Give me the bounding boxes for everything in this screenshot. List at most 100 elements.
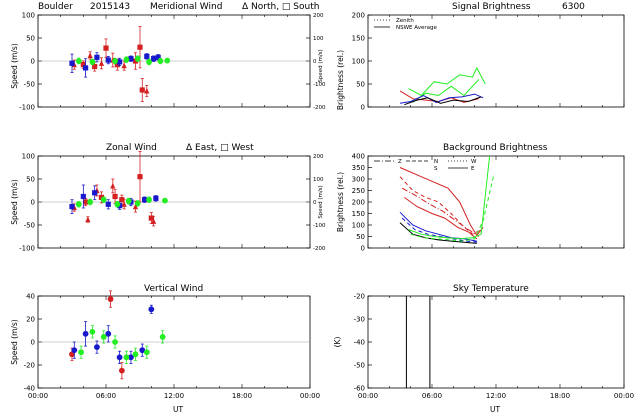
vertical-point (100, 333, 107, 340)
meridional-point (75, 58, 82, 64)
zonal-point (83, 199, 89, 205)
sky-xtick-label: 06:00 (422, 392, 442, 400)
meridional-point (80, 62, 86, 68)
background-ytick-label: 200 (352, 199, 365, 207)
meridional-point (164, 57, 171, 64)
zonal-point (146, 196, 152, 203)
meridional-point (144, 53, 150, 59)
sky-ytick-label: -20 (354, 293, 365, 301)
background-line (410, 174, 495, 242)
vertical-point (139, 347, 146, 354)
sky-title: Sky Temperature (453, 284, 529, 294)
background-legend-w: W (471, 159, 477, 165)
meridional-ytick-right-label: -100 (313, 82, 326, 88)
vertical-point (143, 349, 150, 356)
meridional-point (137, 44, 143, 50)
vertical-ytick-label: -40 (24, 385, 35, 393)
zonal-point (134, 200, 141, 207)
background-ytick-label: 0 (361, 245, 365, 253)
sky-xtick-label: 00:00 (614, 392, 634, 400)
vertical-xtick-label: 18:00 (232, 392, 252, 400)
meridional-point (157, 58, 164, 64)
zonal-point (98, 194, 105, 200)
zonal-ytick-right-label: -100 (313, 223, 326, 229)
background-legend-n: N (434, 159, 438, 165)
zonal-point (105, 201, 111, 207)
zonal-series-green (75, 196, 168, 208)
vertical-point (132, 351, 139, 358)
zonal-point (141, 197, 148, 203)
meridional-point (144, 87, 150, 94)
meridional-point (155, 54, 161, 60)
sky-ytick-label: -40 (354, 339, 365, 347)
zonal-point (125, 198, 132, 204)
zonal-point (110, 182, 116, 189)
vertical-point (112, 339, 118, 345)
zonal-point (162, 197, 168, 204)
meridional-point (89, 59, 96, 65)
signal-title: Signal Brightness (452, 2, 531, 12)
zonal-ylabel-right: Speed (m/s) (318, 185, 324, 218)
background-series-red-solid (399, 167, 484, 237)
zonal-point (132, 203, 139, 210)
meridional-ytick-label: 100 (22, 12, 35, 20)
signal-line (404, 96, 482, 106)
meridional-point (87, 52, 93, 59)
vertical-xtick-label: 00:00 (300, 392, 320, 400)
meridional-ytick-label: 50 (26, 35, 35, 43)
meridional-series-green (75, 55, 171, 66)
signal-series-green (408, 66, 486, 97)
background-ytick-label: 150 (352, 210, 365, 218)
meridional-point (146, 59, 152, 65)
zonal-ytick-label: 0 (31, 199, 35, 207)
zonal-legend: Δ East, □ West (186, 143, 254, 153)
background-series-red-solid-2 (404, 196, 478, 240)
background-series-green-solid (408, 155, 491, 240)
vertical-point (71, 347, 78, 354)
background-series-blue-dash (401, 217, 479, 243)
sky-ylabel: (K) (333, 337, 342, 348)
date-label: 2015143 (90, 2, 130, 12)
vertical-title: Vertical Wind (144, 284, 203, 294)
zonal-ytick-right-label: -200 (313, 246, 326, 252)
meridional-point (98, 60, 105, 66)
background-line (399, 176, 482, 235)
vertical-xlabel: UT (173, 405, 183, 414)
zonal-ytick-label: 100 (22, 153, 35, 161)
vertical-series-green (78, 325, 166, 364)
vertical-point (107, 296, 114, 302)
background-ytick-label: 400 (352, 153, 365, 161)
vertical-point (118, 367, 125, 374)
signal-legend-average: NSWE Average (396, 25, 437, 31)
vertical-xtick-label: 12:00 (164, 392, 184, 400)
signal-ytick-label: 0 (361, 104, 365, 112)
zonal-point (137, 174, 143, 180)
background-ytick-label: 100 (352, 222, 365, 230)
zonal-point (151, 218, 157, 224)
background-line (408, 155, 491, 240)
background-series-black-solid (399, 222, 477, 244)
vertical-point (123, 354, 130, 361)
background-line (401, 187, 480, 237)
zonal-title: Zonal Wind (106, 143, 157, 153)
station-label: Boulder (38, 2, 73, 12)
vertical-xtick-label: 06:00 (96, 392, 116, 400)
sky-xlabel: UT (490, 405, 500, 414)
signal-series-green-2 (412, 79, 480, 103)
signal-series-blue (399, 93, 484, 104)
vertical-point (159, 333, 166, 340)
meridional-point (114, 62, 120, 68)
background-line (399, 222, 477, 244)
vertical-ytick-label: 40 (26, 293, 35, 301)
zonal-point (85, 216, 91, 223)
sky-xtick-label: 12:00 (486, 392, 506, 400)
vertical-point (128, 354, 134, 361)
sky-series-short (482, 295, 486, 299)
background-ytick-label: 350 (352, 164, 365, 172)
sky-xtick-label: 00:00 (358, 392, 378, 400)
signal-ytick-label: 150 (352, 35, 365, 43)
signal-line (399, 93, 484, 104)
background-series-red-dashdot (401, 187, 480, 237)
zonal-point (112, 193, 118, 200)
